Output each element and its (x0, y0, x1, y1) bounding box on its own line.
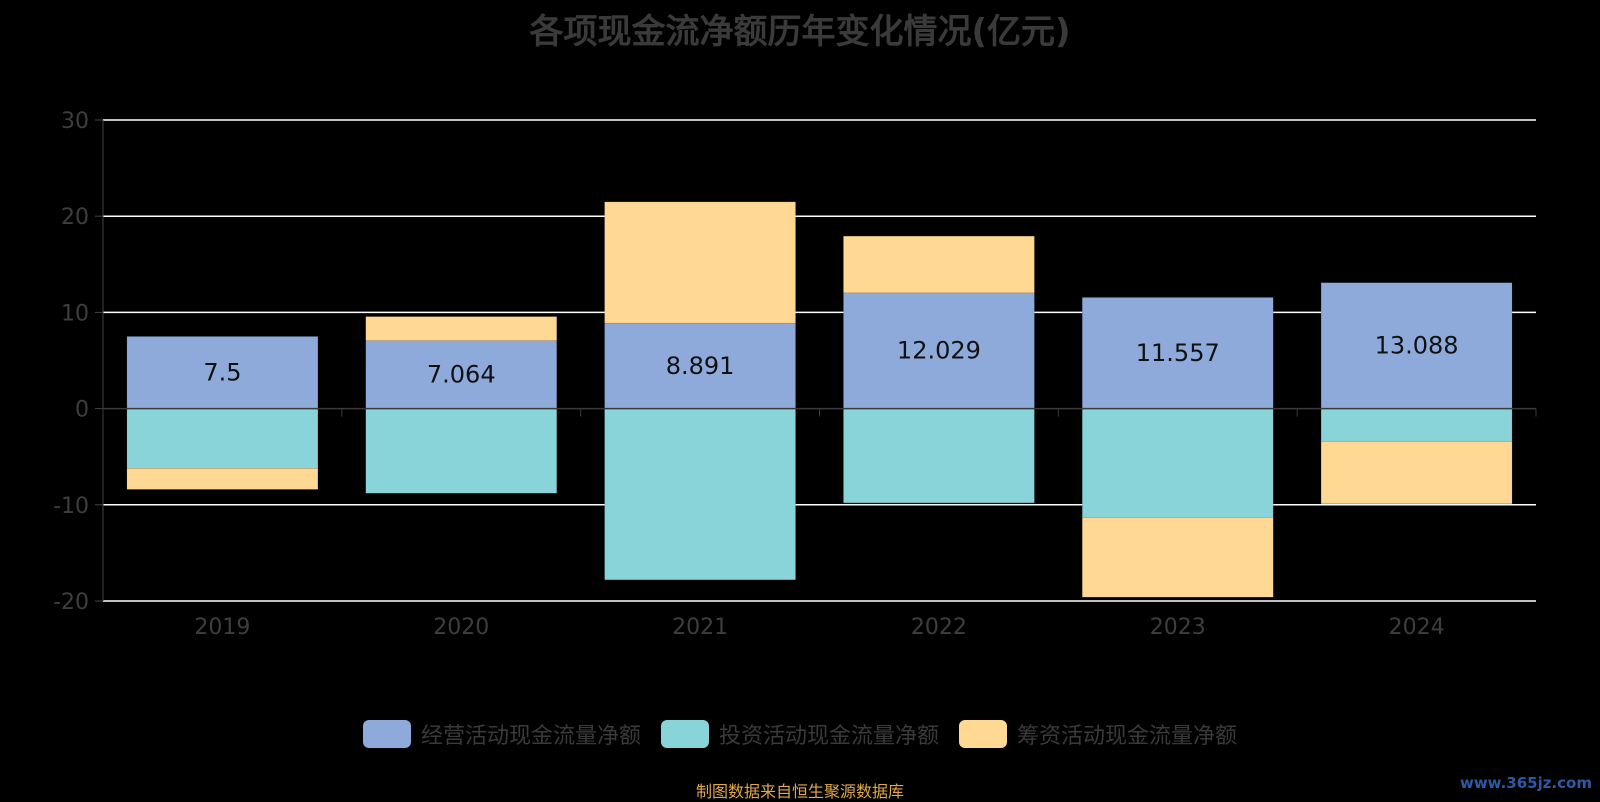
grid-lines (103, 119, 1536, 602)
y-tick-label-4: 20 (61, 205, 89, 230)
data-labels: 7.5 7.064 8.891 12.029 11.557 13.088 (203, 332, 1458, 389)
y-tick-label-2: 0 (75, 398, 89, 423)
y-tick-label-0: -20 (53, 590, 89, 615)
legend-item-0[interactable]: 经营活动现金流量净额 (362, 718, 641, 750)
bar-s2-2024 (1320, 441, 1513, 505)
y-tick-label-1: -10 (53, 494, 89, 519)
watermark: www.365jz.com (1459, 774, 1592, 792)
x-tick-label-2021: 2021 (672, 615, 728, 640)
legend-label-2: 筹资活动现金流量净额 (1017, 724, 1238, 749)
data-label-s0-2019: 7.5 (203, 359, 241, 387)
legend: 经营活动现金流量净额 投资活动现金流量净额 筹资活动现金流量净额 (0, 718, 1600, 750)
bars (126, 201, 1513, 598)
bar-s1-2024 (1320, 408, 1513, 442)
legend-item-1[interactable]: 投资活动现金流量净额 (660, 718, 939, 750)
bar-s1-2022 (843, 408, 1035, 504)
x-tick-label-2020: 2020 (433, 615, 489, 640)
x-tick-label-2019: 2019 (194, 615, 250, 640)
bar-s2-2023 (1082, 517, 1274, 598)
data-label-s0-2024: 13.088 (1375, 332, 1459, 360)
y-tick-label-5: 30 (61, 109, 89, 134)
bar-s0-2022 (843, 292, 1035, 409)
data-label-s0-2023: 11.557 (1136, 339, 1220, 367)
bar-s0-2023 (1082, 297, 1274, 409)
bar-s1-2020 (365, 408, 557, 494)
x-tick-label-2022: 2022 (911, 615, 967, 640)
x-tick-label-2024: 2024 (1389, 615, 1445, 640)
bar-s1-2023 (1082, 408, 1274, 518)
bar-s0-2021 (604, 322, 796, 409)
legend-swatch-1 (660, 720, 709, 748)
bar-s0-2019 (126, 336, 319, 409)
data-label-s0-2020: 7.064 (427, 361, 496, 389)
y-axis: -20 -10 0 10 20 30 (53, 109, 104, 615)
y-tick-label-3: 10 (61, 301, 89, 326)
data-label-s0-2022: 12.029 (897, 337, 981, 365)
legend-swatch-2 (959, 720, 1007, 748)
legend-label-0: 经营活动现金流量净额 (420, 724, 641, 749)
bar-s2-2019 (126, 467, 319, 490)
x-axis: 2019 2020 2021 2022 2023 2024 (102, 407, 1537, 640)
bar-s1-2021 (604, 408, 796, 581)
x-tick-label-2023: 2023 (1150, 615, 1206, 640)
bar-s1-2019 (126, 408, 319, 469)
chart-title: 各项现金流净额历年变化情况(亿元) (529, 12, 1071, 52)
legend-item-2[interactable]: 筹资活动现金流量净额 (959, 718, 1237, 750)
legend-swatch-0 (362, 720, 411, 748)
bar-s2-2021 (604, 201, 796, 324)
chart-canvas: -20 -10 0 10 20 30 2019 2020 2021 2022 2023 2024 7… (53, 109, 1537, 640)
bar-s0-2024 (1320, 282, 1513, 409)
bar-s2-2020 (365, 316, 557, 341)
source-note: 制图数据来自恒生聚源数据库 (695, 782, 904, 801)
data-label-s0-2021: 8.891 (666, 352, 735, 380)
bar-s0-2020 (365, 340, 557, 409)
legend-label-1: 投资活动现金流量净额 (718, 724, 939, 749)
bar-s2-2022 (843, 235, 1035, 294)
